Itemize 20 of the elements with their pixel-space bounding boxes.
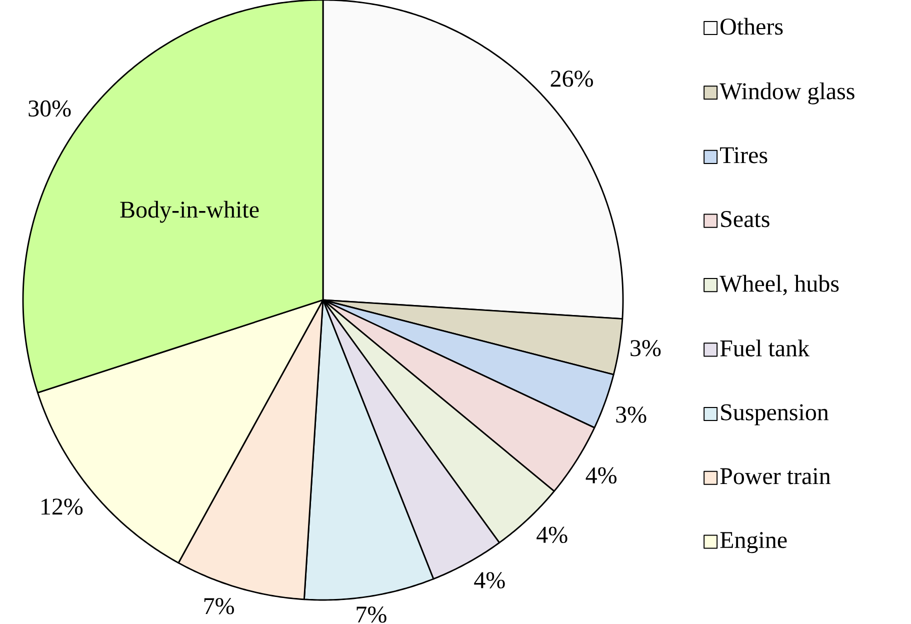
data-label: 4% xyxy=(586,467,616,484)
legend-label: Suspension xyxy=(721,404,829,426)
data-label: 30% xyxy=(28,100,71,117)
legend-label: Others xyxy=(720,18,783,35)
legend-label: Tires xyxy=(720,147,768,164)
legend-label: Seats xyxy=(721,211,770,228)
data-label: 12% xyxy=(42,498,83,515)
legend-label: Power train xyxy=(720,468,830,484)
legend-label: Engine xyxy=(720,532,787,554)
data-label: 3% xyxy=(616,406,646,423)
data-label: 4% xyxy=(536,526,568,544)
legend-label: Window glass xyxy=(720,82,854,104)
data-label: 7% xyxy=(204,598,234,614)
data-label: 4% xyxy=(474,572,505,588)
text: Body-in-white xyxy=(120,200,259,223)
legend-label: Wheel, hubs xyxy=(720,274,839,296)
data-label: 3% xyxy=(630,340,661,356)
data-label: 7% xyxy=(356,606,386,623)
data-label: 26% xyxy=(550,70,593,87)
legend-label: Fuel tank xyxy=(720,340,810,356)
